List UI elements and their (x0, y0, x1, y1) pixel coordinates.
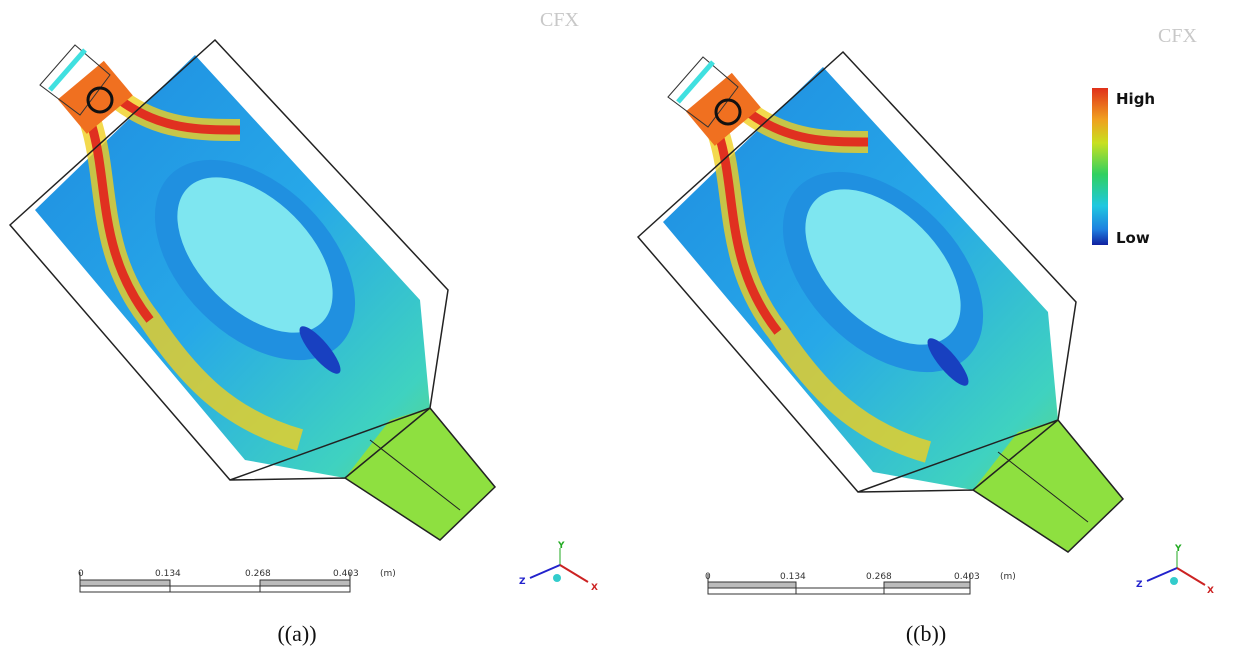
axis-label: Y (557, 541, 565, 551)
scale-tick: 0.403 (333, 569, 359, 579)
legend-colorbar (1092, 88, 1108, 245)
legend: High Low (1092, 88, 1155, 247)
scale-tick: 0.268 (245, 569, 271, 579)
panel-b: CFX 0 0.134 0.268 0.403 (m) Y Z X ((b)) (638, 25, 1214, 646)
watermark: CFX (540, 9, 579, 31)
legend-high: High (1116, 90, 1155, 108)
figure: CFX 0 0.134 0.268 0.403 (m) Y Z X ((a)) … (0, 0, 1235, 651)
legend-low: Low (1116, 229, 1150, 247)
axis-label: Z (519, 577, 526, 587)
contour-plot (638, 52, 1123, 552)
axis-triad: Y Z X (1136, 544, 1214, 596)
scale-bar: 0 0.134 0.268 0.403 (m) (78, 569, 396, 592)
axis-label: Y (1174, 544, 1182, 554)
scale-tick: 0 (78, 569, 84, 579)
axis-label: X (591, 583, 598, 593)
axis-label: Z (1136, 580, 1143, 590)
page: {"panels": [ {"watermark": "CFX", "scale… (0, 0, 1235, 651)
caption: ((a)) (277, 621, 316, 646)
axis-triad: Y Z X (519, 541, 598, 593)
scale-tick: 0.134 (155, 569, 181, 579)
scale-bar: 0 0.134 0.268 0.403 (m) (705, 572, 1016, 594)
scale-tick: 0.134 (780, 572, 806, 582)
scale-tick: 0 (705, 572, 711, 582)
scale-unit: (m) (380, 569, 396, 579)
axis-label: X (1207, 586, 1214, 596)
contour-plot (10, 40, 495, 540)
caption: ((b)) (906, 621, 946, 646)
watermark: CFX (1158, 25, 1197, 47)
scale-tick: 0.268 (866, 572, 892, 582)
scale-tick: 0.403 (954, 572, 980, 582)
panel-a: CFX 0 0.134 0.268 0.403 (m) Y Z X ((a)) (10, 9, 598, 646)
scale-unit: (m) (1000, 572, 1016, 582)
